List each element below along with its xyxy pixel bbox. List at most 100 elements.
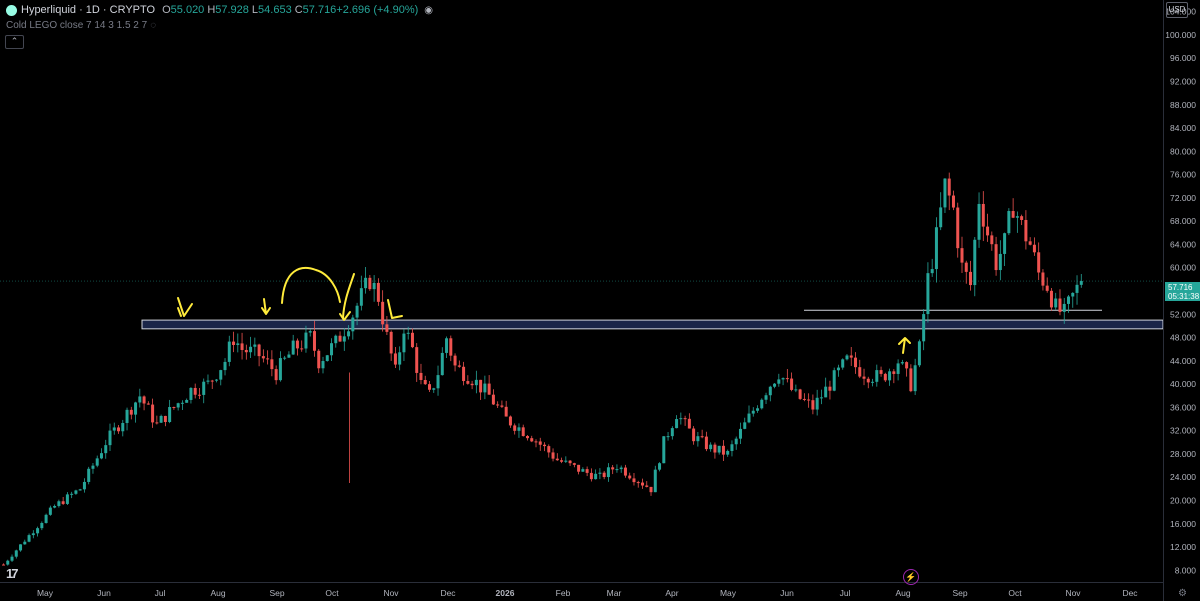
candle-body <box>36 528 40 534</box>
candle-body <box>31 533 35 536</box>
candle-body <box>700 436 704 438</box>
candle-body <box>364 277 368 289</box>
candle-body <box>525 436 529 439</box>
x-tick-label: Dec <box>440 588 456 598</box>
candle-body <box>641 482 644 486</box>
candle-body <box>227 341 231 362</box>
candle-body <box>440 352 444 376</box>
candle-body <box>312 331 316 351</box>
candle-body <box>300 348 304 350</box>
candle-body <box>53 505 57 508</box>
candle-body <box>990 235 994 245</box>
tradingview-logo[interactable]: 17 <box>6 566 19 581</box>
candle-body <box>487 383 491 395</box>
candle-body <box>334 335 338 344</box>
candle-body <box>249 346 253 353</box>
annotation-stroke <box>177 307 182 317</box>
candle-body <box>462 366 466 382</box>
ohlc-key: L <box>251 4 259 16</box>
candle-body <box>266 358 270 360</box>
candle-body <box>917 341 921 366</box>
candle-body <box>662 436 666 464</box>
candle-body <box>892 371 896 374</box>
currency-button[interactable]: USD <box>1166 2 1188 18</box>
candle-body <box>274 369 278 381</box>
candle-body <box>321 361 325 369</box>
candle-body <box>947 178 951 196</box>
candle-body <box>257 344 261 357</box>
candle-body <box>423 379 427 385</box>
symbol-title[interactable]: Hyperliquid · 1D · CRYPTO <box>21 4 156 16</box>
candle-body <box>402 333 406 353</box>
gear-icon[interactable]: ⚙ <box>1178 588 1187 599</box>
candle-body <box>811 400 815 410</box>
candle-body <box>232 341 236 345</box>
annotation-stroke <box>339 311 351 321</box>
candle-body <box>291 340 295 355</box>
candle-body <box>854 357 857 368</box>
candle-body <box>134 402 138 415</box>
candle-body <box>905 362 909 369</box>
candle-body <box>696 436 700 442</box>
time-axis[interactable]: May Jun Jul Aug Sep Oct Nov Dec 2026 Feb Mar Apr May… <box>0 582 1163 601</box>
candle-body <box>1028 241 1032 245</box>
candle-body <box>108 430 112 446</box>
collapse-legend-button[interactable]: ⌃ <box>5 35 24 49</box>
candle-body <box>679 418 683 420</box>
candle-body <box>163 415 167 423</box>
chart-legend: Hyperliquid · 1D · CRYPTO O55.020 H57.928… <box>6 4 433 31</box>
x-tick-label: Jun <box>97 588 111 598</box>
candle-body <box>1015 216 1019 218</box>
indicator-label[interactable]: Cold LEGO close 7 14 3 1.5 2 7 <box>6 20 148 31</box>
candle-body <box>768 386 772 396</box>
candle-body <box>585 469 589 473</box>
x-tick-label: Jul <box>155 588 166 598</box>
eye-icon[interactable]: ◉ <box>424 4 433 16</box>
ohlc-key: O <box>162 4 171 16</box>
y-tick-label: 88.000 <box>1170 100 1196 110</box>
candle-body <box>832 370 836 391</box>
x-tick-label: Sep <box>269 588 284 598</box>
candle-body <box>538 441 542 445</box>
candle-body <box>747 413 751 423</box>
candle-body <box>78 489 82 491</box>
candle-body <box>368 277 372 290</box>
candle-body <box>683 418 687 420</box>
candle-body <box>253 344 257 347</box>
candle-body <box>598 472 602 474</box>
support-zone <box>0 280 1164 330</box>
candle-body <box>828 386 832 391</box>
candle-body <box>871 381 875 383</box>
candle-body <box>1041 272 1045 286</box>
indicator-eye-icon[interactable]: ◌ <box>150 20 157 31</box>
countdown: 05:31:38 <box>1168 292 1200 301</box>
candle-body <box>287 354 291 358</box>
candle-body <box>317 350 321 369</box>
candle-body <box>849 355 853 358</box>
y-tick-label: 76.000 <box>1170 170 1196 180</box>
candle-body <box>602 472 606 478</box>
candle-body <box>1003 233 1007 254</box>
candle-body <box>969 271 973 286</box>
candle-body <box>785 378 789 380</box>
candle-body <box>65 494 69 504</box>
candle-body <box>325 355 329 362</box>
candle-body <box>798 389 802 399</box>
y-tick-label: 16.000 <box>1170 519 1196 529</box>
candle-body <box>1058 298 1062 312</box>
candle-body <box>415 347 419 373</box>
y-tick-label: 44.000 <box>1170 356 1196 366</box>
candle-body <box>1062 303 1066 312</box>
candle-body <box>717 445 721 453</box>
candle-body <box>2 564 5 566</box>
candle-body <box>504 406 508 417</box>
candle-body <box>1032 244 1036 253</box>
candle-body <box>790 378 794 390</box>
candle-body <box>91 465 95 469</box>
y-tick-label: 64.000 <box>1170 239 1196 249</box>
time-axis-bg <box>0 582 1163 601</box>
ohlc-value: 57.716 <box>302 4 337 16</box>
candle-body <box>432 388 436 390</box>
lightning-icon[interactable]: ⚡ <box>903 569 919 585</box>
